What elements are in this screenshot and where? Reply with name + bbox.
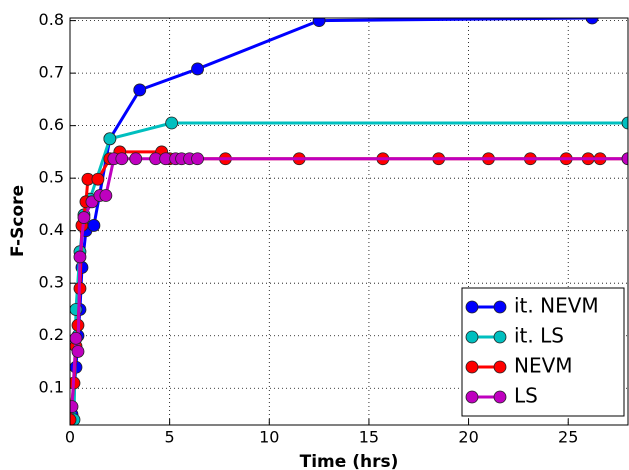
x-tick-label: 10: [259, 428, 279, 447]
legend-label: LS: [514, 384, 538, 408]
data-point: [621, 152, 628, 166]
x-tick-label: 0: [65, 428, 75, 447]
plot-frame: [69, 17, 629, 426]
data-point: [70, 413, 77, 425]
legend-marker: [493, 360, 507, 374]
data-point: [133, 83, 147, 97]
data-point: [71, 345, 85, 358]
data-point: [70, 400, 79, 414]
legend-box: [461, 287, 625, 417]
legend-marker: [493, 390, 507, 404]
data-point: [77, 211, 91, 224]
legend-marker: [465, 330, 479, 344]
data-point: [87, 219, 101, 232]
data-point: [129, 152, 143, 166]
legend-marker: [493, 330, 507, 344]
x-tick-label: 15: [359, 428, 379, 447]
y-tick-label: 0.7: [39, 63, 64, 82]
y-tick-label: 0.3: [39, 273, 64, 292]
data-point: [115, 152, 129, 166]
y-tick-label: 0.6: [39, 115, 64, 134]
data-point: [621, 116, 628, 130]
data-point: [70, 331, 83, 345]
legend-marker: [493, 300, 507, 314]
x-tick-label: 25: [558, 428, 578, 447]
y-tick-label: 0.8: [39, 10, 64, 29]
data-point: [312, 18, 326, 28]
y-tick-label: 0.4: [39, 220, 64, 239]
y-tick-label: 0.2: [39, 325, 64, 344]
x-tick-label: 5: [165, 428, 175, 447]
data-point: [103, 132, 117, 146]
data-point: [585, 18, 599, 25]
plot-area: [70, 18, 628, 425]
data-point: [91, 172, 105, 186]
data-point: [165, 116, 179, 130]
data-point: [191, 152, 204, 166]
legend-marker: [465, 300, 479, 314]
y-axis-label: F-Score: [8, 185, 28, 257]
x-axis-label: Time (hrs): [300, 452, 399, 470]
legend-label: NEVM: [514, 354, 573, 378]
data-point: [73, 250, 87, 264]
data-point: [191, 62, 204, 76]
legend-label: it. NEVM: [514, 294, 599, 318]
legend-marker: [465, 360, 479, 374]
legend-marker: [465, 390, 479, 404]
data-point: [99, 189, 113, 202]
y-tick-label: 0.5: [39, 168, 64, 187]
y-tick-label: 0.1: [39, 378, 64, 397]
x-tick-label: 20: [458, 428, 478, 447]
legend-label: it. LS: [514, 324, 564, 348]
